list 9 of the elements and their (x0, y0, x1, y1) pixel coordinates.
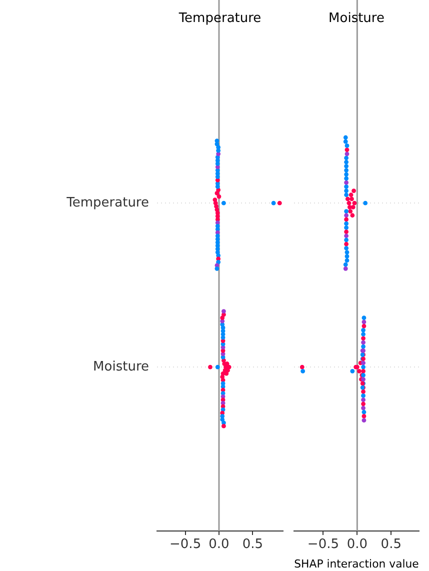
text: Temperature (178, 11, 262, 26)
x-axis-title: SHAP interaction value (294, 557, 420, 570)
x-tick-label: −0.5 (170, 537, 202, 552)
x-tick-label: 0.5 (242, 537, 264, 552)
text: Moisture (328, 11, 384, 26)
x-tick-label: −0.5 (307, 537, 339, 552)
x-tick-label: 0.0 (346, 537, 368, 552)
x-tick-label: 0.0 (208, 537, 230, 552)
x-tick-label: 0.5 (380, 537, 402, 552)
